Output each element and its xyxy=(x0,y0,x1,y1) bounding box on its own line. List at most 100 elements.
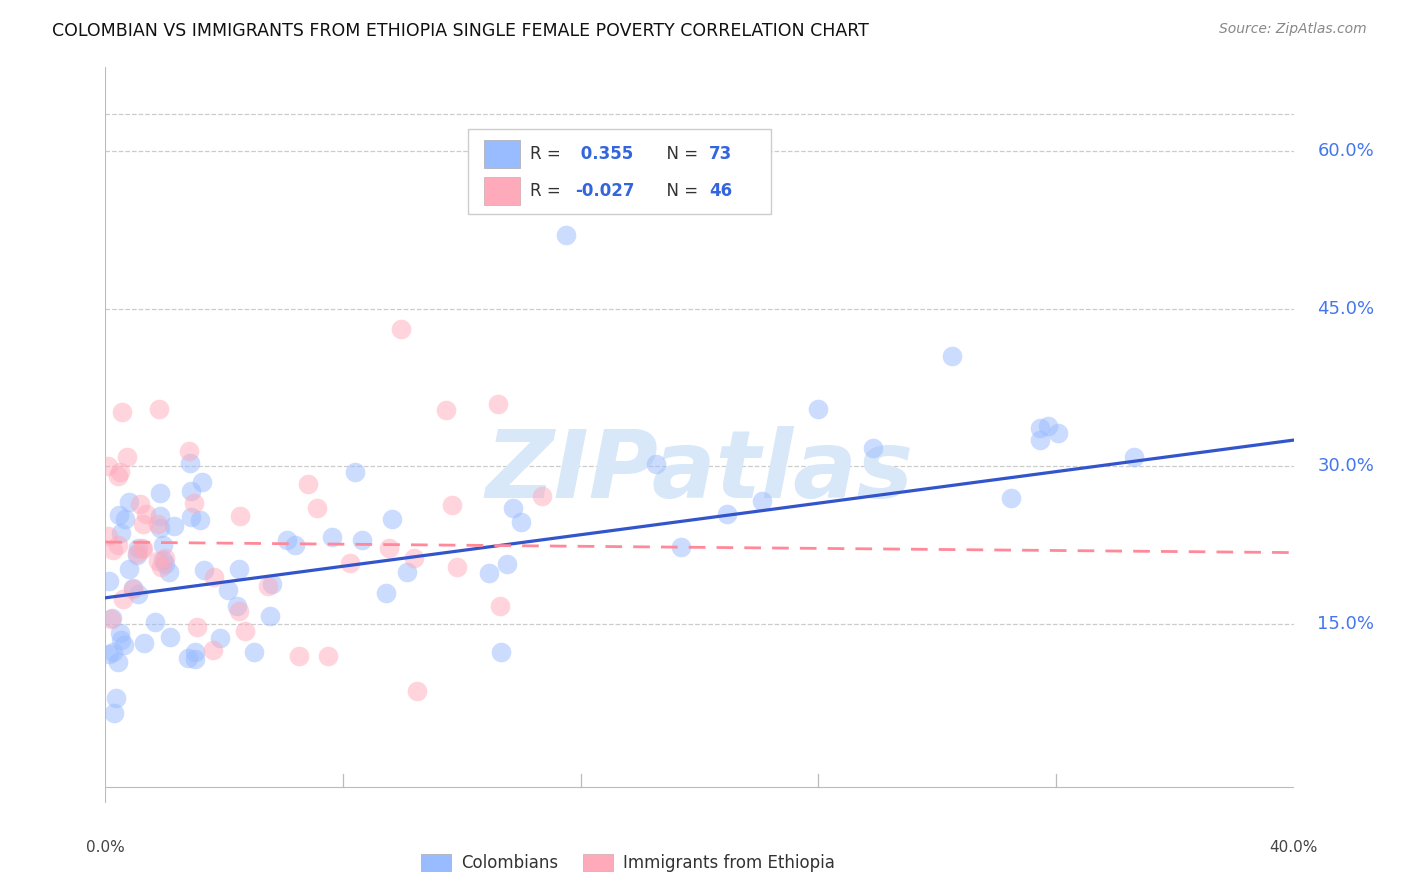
Point xyxy=(510,515,533,529)
Point xyxy=(143,615,166,630)
Point xyxy=(132,636,155,650)
Text: N =: N = xyxy=(655,182,703,200)
Point xyxy=(177,650,200,665)
Point xyxy=(496,558,519,572)
Point xyxy=(107,538,129,552)
Point xyxy=(103,542,125,557)
Point xyxy=(127,546,149,560)
Point xyxy=(132,517,155,532)
Point xyxy=(118,494,141,508)
Point xyxy=(127,587,149,601)
Point xyxy=(149,508,172,523)
Point xyxy=(163,519,186,533)
Point xyxy=(183,496,205,510)
Point xyxy=(478,566,501,581)
Point xyxy=(378,541,401,556)
Point xyxy=(1000,491,1022,505)
Text: 0.355: 0.355 xyxy=(575,145,633,162)
Point xyxy=(149,485,172,500)
Point xyxy=(489,599,512,614)
Point xyxy=(105,691,128,706)
Text: R =: R = xyxy=(530,182,565,200)
Text: 45.0%: 45.0% xyxy=(1317,300,1375,318)
Point xyxy=(191,475,214,490)
Point xyxy=(155,551,177,566)
Point xyxy=(184,652,207,666)
Point xyxy=(217,583,239,598)
Text: R =: R = xyxy=(530,145,565,162)
Point xyxy=(110,525,132,540)
Point xyxy=(1122,450,1144,465)
Point xyxy=(716,507,738,521)
Text: N =: N = xyxy=(655,145,703,162)
Point xyxy=(406,684,429,698)
Text: ZIPatlas: ZIPatlas xyxy=(485,425,914,517)
Text: 46: 46 xyxy=(709,182,733,200)
Point xyxy=(381,512,404,526)
Point xyxy=(193,563,215,577)
FancyBboxPatch shape xyxy=(468,129,770,214)
Point xyxy=(101,611,124,625)
Point xyxy=(146,554,169,568)
Point xyxy=(146,517,169,532)
Point xyxy=(110,626,132,640)
Point xyxy=(446,560,468,574)
Point xyxy=(434,402,457,417)
Point xyxy=(531,489,554,503)
Point xyxy=(276,533,298,547)
Point xyxy=(259,609,281,624)
Point xyxy=(111,592,134,607)
Point xyxy=(118,562,141,576)
Point xyxy=(395,565,418,579)
Point xyxy=(228,562,250,576)
Point xyxy=(132,542,155,557)
Point xyxy=(1029,421,1052,435)
Point xyxy=(208,631,231,645)
Point xyxy=(159,630,181,644)
Point xyxy=(297,477,319,491)
Point xyxy=(129,497,152,511)
Point xyxy=(103,706,125,720)
Point xyxy=(502,501,524,516)
Point xyxy=(1046,426,1069,441)
Point xyxy=(389,321,412,335)
Point xyxy=(228,604,250,618)
Point xyxy=(177,443,200,458)
Point xyxy=(179,456,201,470)
Point xyxy=(184,645,207,659)
Point xyxy=(100,612,122,626)
Point xyxy=(486,397,509,411)
Point xyxy=(233,624,256,638)
Text: COLOMBIAN VS IMMIGRANTS FROM ETHIOPIA SINGLE FEMALE POVERTY CORRELATION CHART: COLOMBIAN VS IMMIGRANTS FROM ETHIOPIA SI… xyxy=(52,22,869,40)
Point xyxy=(202,570,225,584)
Point xyxy=(862,441,884,455)
Point xyxy=(186,619,208,633)
Point xyxy=(155,557,177,571)
Legend: Colombians, Immigrants from Ethiopia: Colombians, Immigrants from Ethiopia xyxy=(415,847,842,880)
Point xyxy=(122,582,145,596)
Point xyxy=(180,483,202,498)
Point xyxy=(115,450,138,465)
Point xyxy=(110,405,132,419)
Point xyxy=(287,648,309,663)
Point xyxy=(97,459,120,474)
Point xyxy=(149,559,172,574)
Text: -0.027: -0.027 xyxy=(575,182,634,200)
Point xyxy=(1036,418,1059,433)
Text: 60.0%: 60.0% xyxy=(1317,142,1374,160)
Text: 73: 73 xyxy=(709,145,733,162)
Point xyxy=(107,656,129,670)
Point xyxy=(190,513,212,527)
Point xyxy=(148,401,170,416)
Point xyxy=(554,228,576,243)
Point xyxy=(260,577,283,591)
Point xyxy=(180,510,202,524)
Point xyxy=(339,556,361,570)
Point xyxy=(107,468,129,483)
Point xyxy=(149,521,172,535)
Point xyxy=(125,548,148,562)
Point xyxy=(316,648,339,663)
Point xyxy=(97,574,120,589)
Text: 30.0%: 30.0% xyxy=(1317,458,1374,475)
Point xyxy=(107,508,129,522)
